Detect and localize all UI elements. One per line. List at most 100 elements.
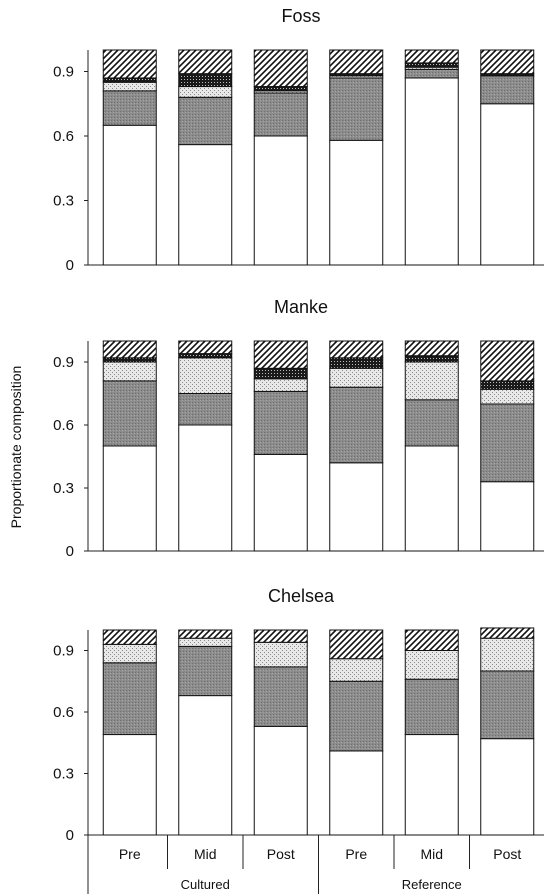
- bar-stack: [253, 49, 308, 266]
- bar-segment-white: [480, 481, 535, 552]
- bar-segment-gray: [480, 403, 535, 483]
- bar-segment-light-dots: [329, 658, 384, 682]
- bar-segment-gray: [178, 96, 233, 146]
- bar-segment-gray: [329, 386, 384, 464]
- bar-segment-light-dots: [404, 361, 459, 401]
- y-tick-label: 0.6: [53, 704, 74, 721]
- y-tick-label: 0: [66, 827, 74, 844]
- bar-segment-gray: [253, 390, 308, 455]
- bar-segment-light-dots: [178, 637, 233, 647]
- bar-segment-white: [178, 424, 233, 552]
- y-axis-label: Proportionate composition: [8, 366, 24, 529]
- bar-segment-dark-dots: [404, 62, 459, 68]
- panel-foss: Foss 0 0.3 0.6 0.9: [53, 6, 544, 274]
- bar-segment-gray: [480, 75, 535, 105]
- bar-segment-white: [102, 445, 157, 552]
- bar-segment-white: [480, 738, 535, 836]
- bar-segment-hatch: [253, 340, 308, 369]
- bar-stack: [329, 49, 384, 266]
- bar-stack: [102, 629, 157, 836]
- bar-segment-gray: [404, 678, 459, 736]
- bar-segment-hatch: [102, 49, 157, 79]
- bar-segment-white: [102, 124, 157, 266]
- bar-segment-gray: [404, 399, 459, 447]
- y-tick-label: 0.9: [53, 354, 74, 371]
- bar-segment-white: [329, 139, 384, 266]
- bar-stack: [102, 340, 157, 552]
- panel-title: Foss: [281, 6, 320, 26]
- bar-stack: [102, 49, 157, 266]
- bar-segment-hatch: [404, 49, 459, 64]
- bar-segment-hatch: [178, 340, 233, 355]
- bar-stack: [480, 627, 535, 836]
- bar-segment-white: [329, 462, 384, 552]
- bar-stack: [253, 340, 308, 552]
- bar-segment-dark-dots: [480, 380, 535, 390]
- y-tick-label: 0: [66, 257, 74, 274]
- bar-segment-white: [404, 445, 459, 552]
- bar-segment-hatch: [253, 49, 308, 88]
- bar-segment-light-dots: [178, 357, 233, 394]
- bar-segment-gray: [178, 645, 233, 697]
- bar-segment-light-dots: [102, 81, 157, 92]
- bar-segment-hatch: [404, 340, 459, 357]
- bar-segment-gray: [253, 666, 308, 727]
- bar-segment-hatch: [329, 629, 384, 660]
- bar-segment-white: [178, 144, 233, 266]
- bar-segment-hatch: [178, 629, 233, 639]
- bar-segment-hatch: [329, 340, 384, 359]
- bar-segment-light-dots: [253, 641, 308, 668]
- bar-segment-gray: [102, 662, 157, 736]
- bar-segment-dark-dots: [329, 357, 384, 369]
- bar-segment-light-dots: [404, 650, 459, 680]
- bar-stack: [178, 49, 233, 266]
- bar-segment-hatch: [253, 629, 308, 643]
- bar-segment-hatch: [178, 49, 233, 75]
- y-tick-label: 0.6: [53, 417, 74, 434]
- bar-segment-hatch: [102, 340, 157, 359]
- bar-stack: [178, 340, 233, 552]
- y-tick-label: 0.3: [53, 766, 74, 783]
- x-tick-label: Pre: [119, 846, 141, 862]
- bar-stack: [404, 340, 459, 552]
- bar-segment-gray: [329, 680, 384, 752]
- bar-segment-hatch: [480, 49, 535, 75]
- y-tick-label: 0: [66, 543, 74, 560]
- bar-stack: [480, 340, 535, 552]
- bar-segment-dark-dots: [178, 73, 233, 88]
- bar-segment-white: [178, 695, 233, 836]
- group-label: Reference: [402, 877, 462, 892]
- y-tick-label: 0.9: [53, 64, 74, 81]
- bar-segment-white: [102, 734, 157, 836]
- bar-stack: [480, 49, 535, 266]
- bar-segment-white: [404, 734, 459, 836]
- panel-title: Chelsea: [268, 586, 335, 606]
- bar-segment-white: [480, 103, 535, 266]
- bar-segment-hatch: [480, 627, 535, 639]
- bar-segment-light-dots: [102, 643, 157, 664]
- bar-stack: [329, 629, 384, 836]
- bar-segment-gray: [329, 77, 384, 141]
- bar-segment-light-dots: [329, 367, 384, 388]
- bar-segment-dark-dots: [253, 86, 308, 92]
- bar-stack: [329, 340, 384, 552]
- bar-segment-dark-dots: [178, 353, 233, 359]
- bar-stack: [404, 49, 459, 266]
- bar-segment-light-dots: [178, 86, 233, 98]
- bar-segment-light-dots: [480, 388, 535, 405]
- bar-segment-hatch: [102, 629, 157, 645]
- bar-segment-gray: [404, 68, 459, 79]
- bar-segment-white: [404, 77, 459, 266]
- group-label: Cultured: [181, 877, 230, 892]
- bar-segment-white: [253, 453, 308, 552]
- panel-chelsea: Chelsea 0 0.3 0.6 0.9 Pre Mid Post Pre Mid Post Cul…: [53, 586, 544, 894]
- bar-segment-gray: [102, 380, 157, 447]
- bar-segment-dark-dots: [102, 77, 157, 83]
- bar-segment-gray: [102, 90, 157, 126]
- y-tick-label: 0.6: [53, 128, 74, 145]
- bar-segment-gray: [253, 92, 308, 137]
- bar-segment-light-dots: [102, 361, 157, 382]
- y-tick-label: 0.3: [53, 480, 74, 497]
- bar-segment-light-dots: [253, 378, 308, 392]
- bar-segment-dark-dots: [102, 357, 157, 363]
